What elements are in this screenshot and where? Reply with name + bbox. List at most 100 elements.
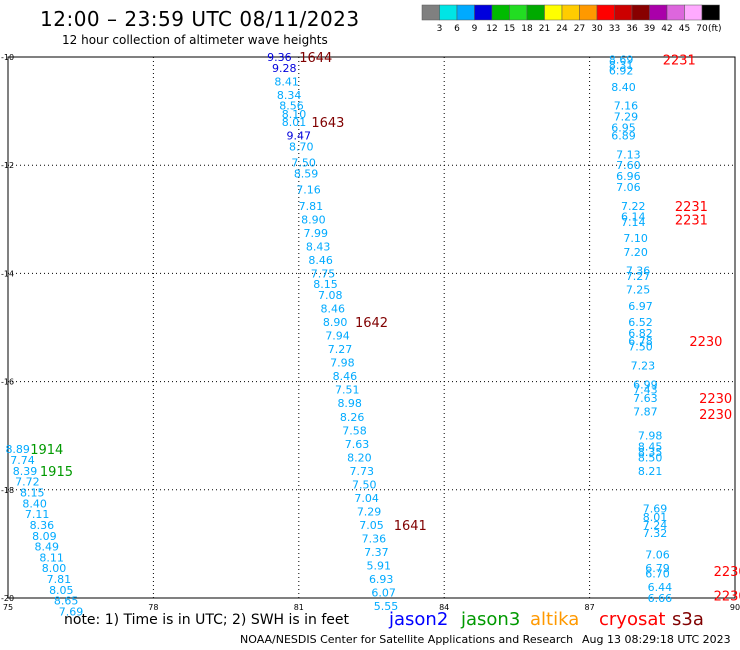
- data-point: 6.07: [371, 587, 396, 600]
- data-point: 8.90: [301, 213, 326, 226]
- colorbar-label: 33: [609, 24, 620, 34]
- colorbar-label: 21: [539, 24, 550, 34]
- data-point: 8.69: [609, 54, 634, 67]
- time-label: 2231: [675, 213, 708, 228]
- data-point: 8.20: [347, 451, 372, 464]
- data-point: 8.26: [340, 411, 365, 424]
- colorbar-swatch: [439, 4, 458, 21]
- data-point: 8.39: [13, 465, 38, 478]
- colorbar-swatch: [631, 4, 650, 21]
- data-point: 9.28: [272, 62, 297, 75]
- data-point: 7.27: [626, 270, 651, 283]
- time-label: 1642: [355, 316, 388, 331]
- colorbar-swatch: [421, 4, 440, 21]
- data-point: 6.99: [633, 378, 658, 391]
- colorbar: 3 6 9 12 15 18 21 24 27 30 33 36 39 42 45 70 (ft): [421, 4, 722, 34]
- data-point: 8.31: [609, 59, 634, 72]
- colorbar-label: 9: [472, 24, 478, 34]
- colorbar-label: 27: [574, 24, 585, 34]
- data-point: 8.46: [308, 254, 333, 267]
- colorbar-label: 3: [437, 24, 443, 34]
- x-tick-label: 87: [585, 603, 595, 612]
- data-point: 7.25: [626, 284, 651, 297]
- data-point: 8.50: [638, 451, 663, 464]
- data-point: 8.11: [39, 551, 64, 564]
- data-point: 7.22: [621, 200, 646, 213]
- data-point: 7.58: [342, 424, 367, 437]
- chart-subtitle: 12 hour collection of altimeter wave hei…: [62, 33, 328, 47]
- legend-jason2: jason2: [389, 609, 449, 630]
- data-point: 7.24: [643, 519, 668, 532]
- time-label: 2231: [675, 200, 708, 215]
- data-point: 8.45: [638, 441, 663, 454]
- data-point: 8.40: [611, 81, 636, 94]
- legend-cryosat: cryosat: [599, 609, 666, 630]
- data-point: 8.21: [638, 465, 663, 478]
- data-point: 7.06: [616, 181, 641, 194]
- colorbar-label: 42: [661, 24, 672, 34]
- data-point: 7.99: [304, 227, 329, 240]
- data-point: 7.81: [47, 573, 72, 586]
- colorbar-label: 12: [486, 24, 497, 34]
- y-tick-label: -12: [1, 161, 14, 170]
- colorbar-unit: (ft): [708, 24, 722, 34]
- data-point: 8.49: [35, 541, 60, 554]
- data-point: 6.82: [628, 327, 653, 340]
- colorbar-swatch: [561, 4, 580, 21]
- data-point: 7.10: [623, 232, 648, 245]
- colorbar-swatch: [701, 4, 720, 21]
- x-tick-label: 90: [730, 603, 740, 612]
- data-point: 7.23: [631, 359, 656, 372]
- data-point: 7.60: [616, 159, 641, 172]
- legend-jason3: jason3: [461, 609, 521, 630]
- colorbar-label: 6: [454, 24, 460, 34]
- data-point: 5.55: [374, 600, 399, 613]
- data-point: 7.50: [291, 156, 316, 169]
- y-tick-label: -10: [1, 53, 14, 62]
- time-label: 2230: [714, 589, 740, 604]
- data-point: 8.89: [5, 443, 30, 456]
- colorbar-label: 45: [679, 24, 690, 34]
- colorbar-swatch: [526, 4, 545, 21]
- colorbar-swatch: [474, 4, 493, 21]
- data-point: 7.98: [638, 430, 663, 443]
- data-point: 7.13: [616, 148, 641, 161]
- footer-timestamp: Aug 13 08:29:18 UTC 2023: [582, 633, 731, 646]
- time-label: 2230: [714, 565, 740, 580]
- colorbar-swatch: [491, 4, 510, 21]
- colorbar-label: 36: [626, 24, 638, 34]
- data-point: 6.44: [648, 581, 673, 594]
- data-point: 8.15: [20, 487, 45, 500]
- data-point: 7.29: [614, 111, 639, 124]
- colorbar-label: 18: [521, 24, 533, 34]
- colorbar-swatch: [579, 4, 598, 21]
- time-label: 1915: [40, 465, 73, 480]
- colorbar-swatch: [509, 4, 528, 21]
- y-tick-label: -18: [1, 486, 14, 495]
- data-point: 7.73: [350, 465, 375, 478]
- colorbar-label: 70: [696, 24, 708, 34]
- colorbar-swatch: [666, 4, 685, 21]
- footer-credit: NOAA/NESDIS Center for Satellite Applica…: [240, 633, 574, 646]
- data-point: 9.47: [287, 129, 312, 142]
- data-point: 6.97: [628, 300, 653, 313]
- data-point: 7.08: [318, 289, 343, 302]
- data-point: 7.11: [25, 508, 50, 521]
- colorbar-swatch: [684, 4, 703, 21]
- data-point: 8.35: [638, 446, 663, 459]
- data-point: 6.89: [611, 129, 636, 142]
- data-point: 7.32: [643, 527, 668, 540]
- colorbar-swatch: [649, 4, 668, 21]
- data-point: 6.92: [609, 65, 634, 78]
- time-label: 2230: [699, 408, 732, 423]
- data-point: 9.36: [267, 51, 292, 64]
- data-point: 8.09: [32, 530, 57, 543]
- x-tick-label: 84: [439, 603, 449, 612]
- data-point: 8.65: [54, 595, 79, 608]
- colorbar-label: 24: [556, 24, 568, 34]
- data-point: 8.46: [333, 370, 358, 383]
- time-label: 1644: [299, 51, 332, 66]
- data-point: 6.79: [645, 562, 670, 575]
- y-tick-label: -16: [1, 378, 14, 387]
- data-point: 7.50: [352, 478, 377, 491]
